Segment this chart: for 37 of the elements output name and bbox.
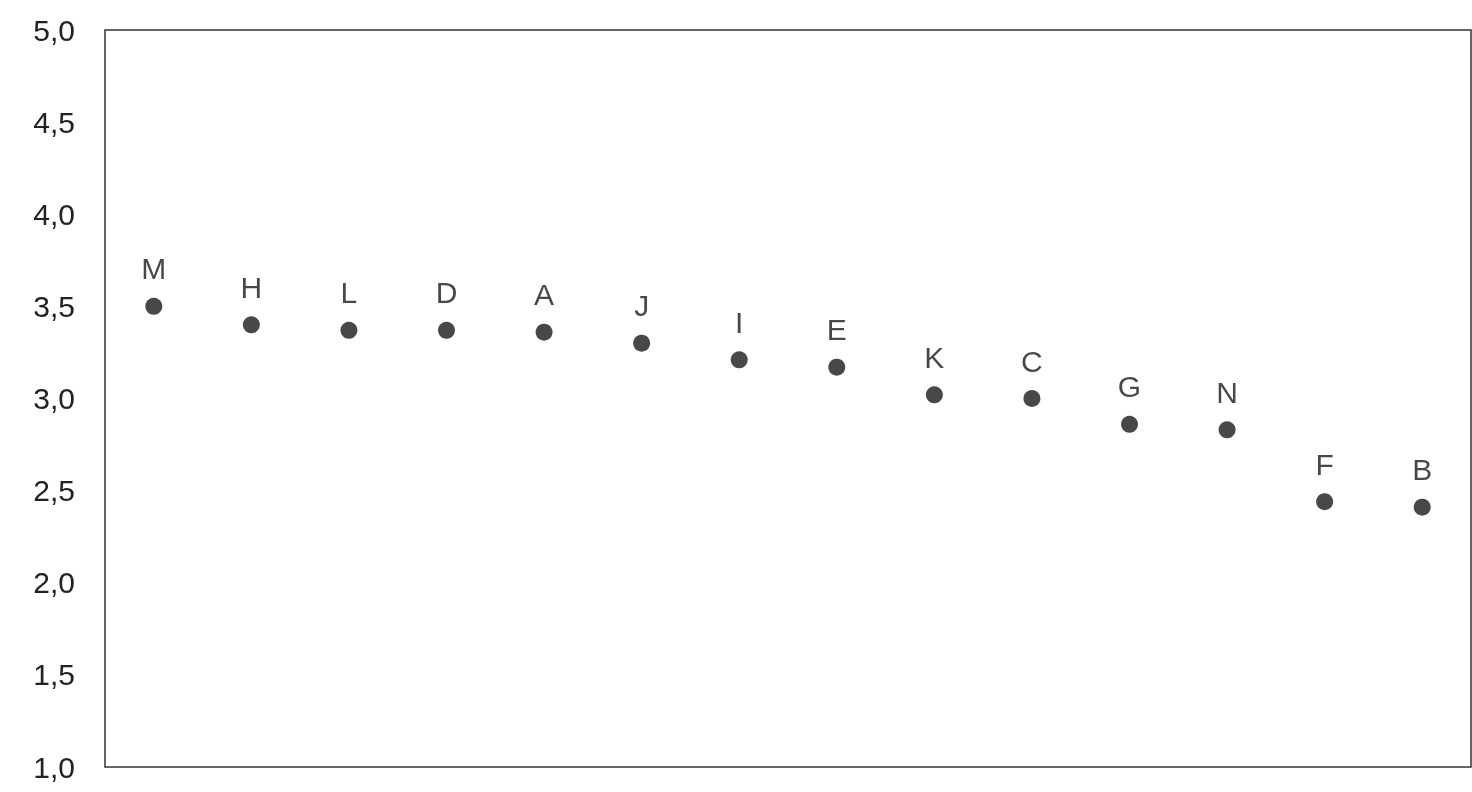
x-tick-label: K [924,340,945,374]
point [633,334,651,352]
x-tick-label: C [1021,344,1043,378]
point [340,321,358,339]
point [438,321,455,339]
y-tick-label: 1,0 [33,750,75,784]
y-tick-label: 3,0 [33,382,75,415]
point [535,323,553,341]
point [242,316,260,334]
x-tick-label: L [340,276,358,310]
point [145,297,163,315]
x-tick-label: F [1315,447,1334,481]
y-tick-label: 1,5 [33,658,75,692]
point [1218,421,1236,439]
point [1413,498,1431,516]
y-tick-label: 5,0 [33,13,75,47]
y-tick-label: 2,0 [33,566,75,600]
x-tick-label: A [534,278,555,312]
x-tick-label: B [1412,453,1433,487]
point [925,386,943,404]
x-tick-label: D [435,276,458,310]
y-tick-label: 4,5 [33,105,75,139]
x-tick-label: G [1117,370,1142,404]
x-tick-label: H [240,270,263,304]
x-tick-label: E [826,313,847,347]
y-tick-label: 4,0 [33,197,75,231]
point [828,358,846,376]
point [1121,415,1138,433]
point [1316,493,1334,511]
y-tick-label: 2,5 [33,474,75,508]
point [1023,390,1041,407]
y-tick-label: 3,5 [33,289,75,323]
point [730,351,748,369]
x-tick-label: J [634,289,650,323]
x-tick-label: M [141,252,167,286]
x-tick-label: N [1216,375,1238,409]
x-tick-label: I [735,305,744,339]
